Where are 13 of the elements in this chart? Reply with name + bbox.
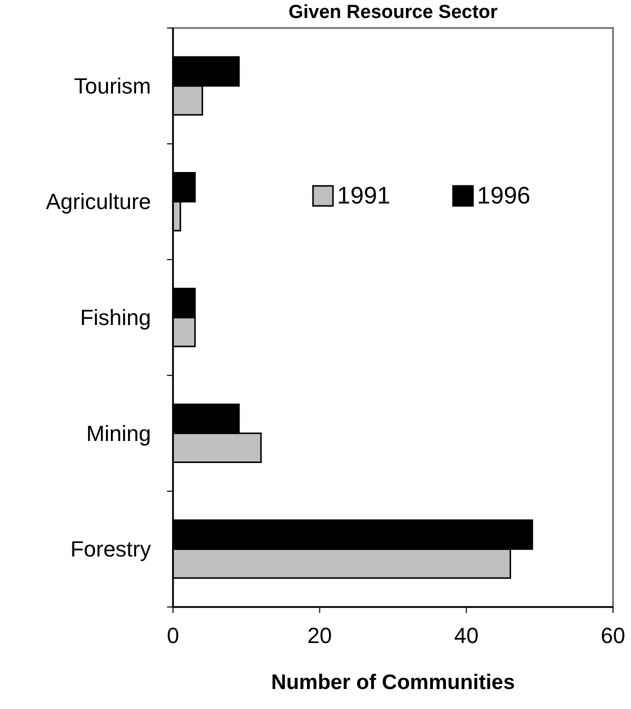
x-axis-title: Number of Communities bbox=[271, 671, 515, 694]
x-tick-label: 20 bbox=[307, 623, 332, 648]
legend-label: 1991 bbox=[337, 182, 390, 210]
y-tick-label: Mining bbox=[86, 420, 151, 446]
legend-label: 1996 bbox=[477, 182, 530, 210]
x-tick-label: 40 bbox=[454, 623, 479, 648]
y-tick-label: Tourism bbox=[74, 73, 151, 98]
y-tick-label: Fishing bbox=[80, 305, 151, 330]
x-tick-label: 60 bbox=[600, 623, 626, 648]
y-tick-label: Agriculture bbox=[46, 189, 151, 214]
x-tick-label: 0 bbox=[166, 623, 180, 648]
y-tick-label: Forestry bbox=[70, 536, 151, 562]
chart-title: Given Resource Sector bbox=[288, 2, 498, 23]
